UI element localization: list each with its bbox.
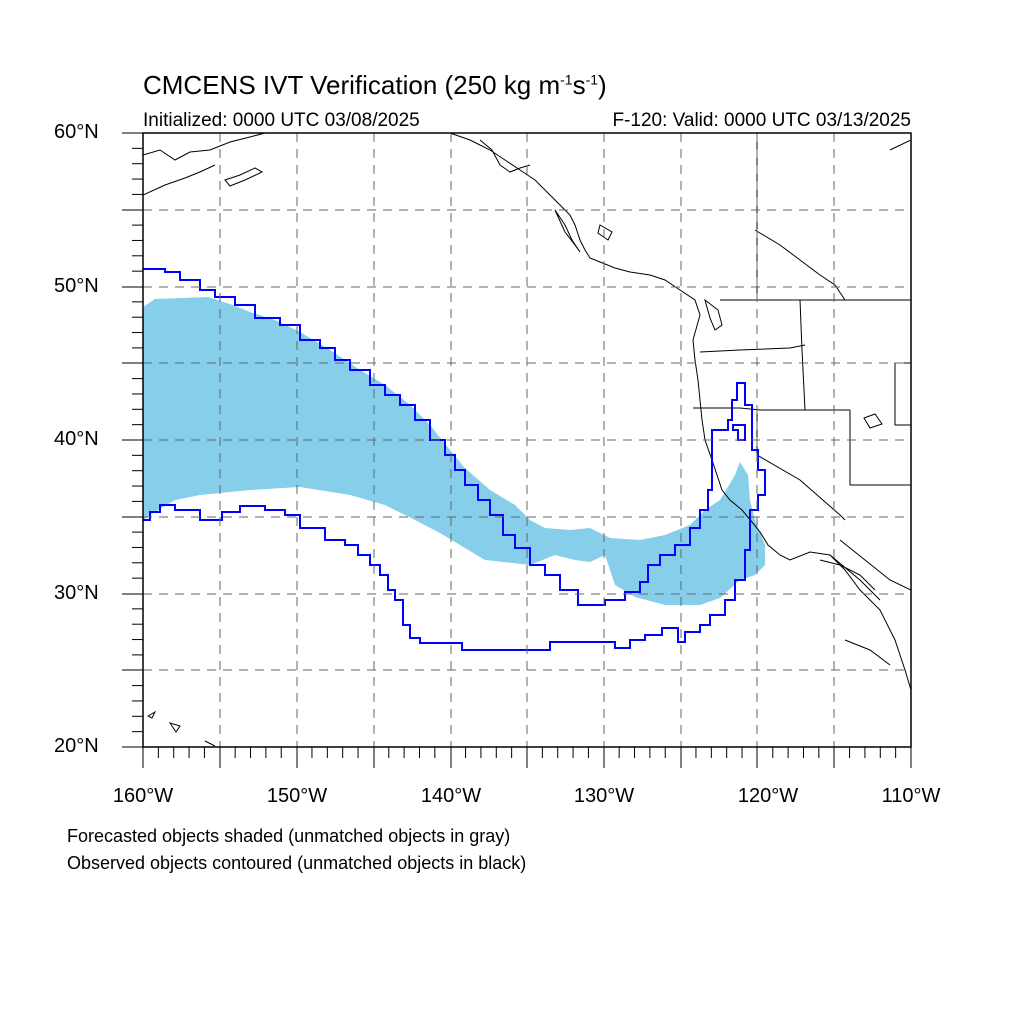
grid-lines xyxy=(143,133,911,747)
lon-label-110w: 110°W xyxy=(882,785,941,808)
lat-label-30: 30°N xyxy=(54,582,99,605)
observed-note: Observed objects contoured (unmatched ob… xyxy=(67,853,526,874)
lon-label-120w: 120°W xyxy=(738,785,798,808)
lat-label-60: 60°N xyxy=(54,121,99,144)
forecast-object xyxy=(143,297,765,605)
forecast-note: Forecasted objects shaded (unmatched obj… xyxy=(67,826,510,847)
lon-label-160w: 160°W xyxy=(113,785,173,808)
lat-label-20: 20°N xyxy=(54,735,99,758)
lon-label-130w: 130°W xyxy=(574,785,634,808)
observed-inner-contour xyxy=(733,425,745,440)
lon-label-140w: 140°W xyxy=(421,785,481,808)
lat-label-40: 40°N xyxy=(54,428,99,451)
lon-label-150w: 150°W xyxy=(267,785,327,808)
lat-label-50: 50°N xyxy=(54,275,99,298)
